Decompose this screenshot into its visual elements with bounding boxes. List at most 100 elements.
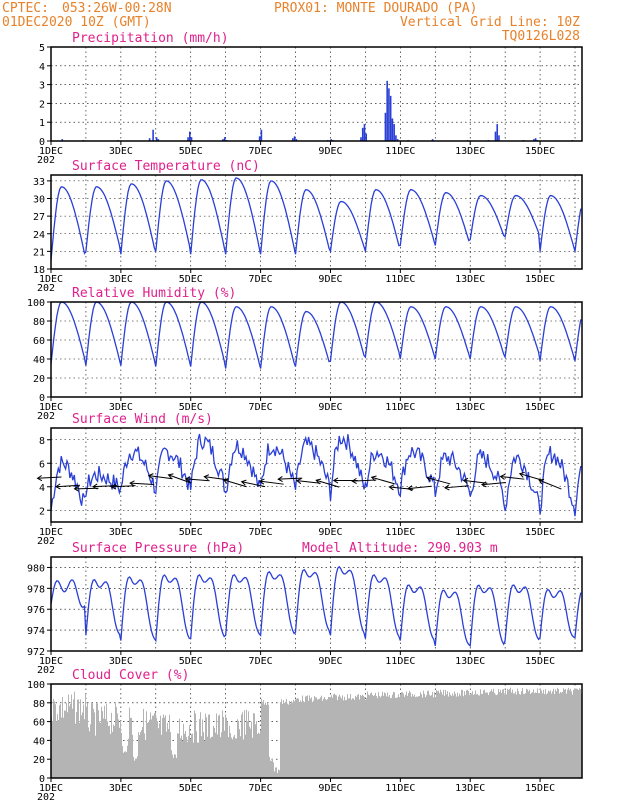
cloud-column (130, 717, 131, 778)
cloud-column (372, 694, 373, 778)
cloud-column (569, 690, 570, 778)
wind-arrow-head (222, 478, 229, 484)
x-tick-label: 3DEC (109, 402, 133, 413)
cloud-column (103, 718, 104, 778)
cloud-column (148, 722, 149, 778)
cloud-column (369, 695, 370, 778)
cloud-column (430, 696, 431, 778)
x-tick-label: 11DEC (385, 527, 415, 538)
cloud-column (200, 712, 201, 778)
y-tick-label: 8 (39, 436, 45, 447)
cloud-column (309, 695, 310, 778)
x-tick-label: 7DEC (249, 146, 273, 157)
y-tick-label: 33 (33, 177, 45, 188)
cloud-column (193, 742, 194, 778)
cloud-column (131, 717, 132, 778)
cloud-column (554, 694, 555, 778)
cloud-column (277, 772, 278, 778)
cloud-column (356, 697, 357, 778)
y-tick-label: 972 (27, 647, 45, 658)
panel-humidity: 0 20 40 60 80 100 1DEC 3DEC 5DEC 7DEC 9DEC 11DEC 13D… (27, 286, 583, 422)
cloud-column (447, 691, 448, 778)
cloud-column (211, 736, 212, 778)
cloud-column (143, 708, 144, 778)
cloud-column (66, 702, 67, 778)
y-tick-label: 0 (39, 393, 45, 404)
cloud-column (555, 689, 556, 778)
cloud-column (418, 696, 419, 778)
precip-bar (496, 124, 499, 141)
cloud-column (110, 734, 111, 778)
cloud-column (354, 699, 355, 778)
cloud-column (574, 688, 575, 778)
header-coordinates: 053:26W-00:28N (62, 1, 172, 16)
cloud-column (306, 696, 307, 778)
cloud-column (561, 692, 562, 778)
cloud-column (69, 706, 70, 778)
cloud-column (338, 696, 339, 778)
cloud-column (67, 712, 68, 778)
cloud-column (576, 688, 577, 778)
cloud-column (409, 690, 410, 778)
cloud-column (75, 723, 76, 778)
cloud-column (427, 691, 428, 778)
cloud-column (387, 692, 388, 778)
cloud-column (307, 695, 308, 778)
cloud-column (126, 752, 127, 778)
precip-bar (360, 137, 362, 141)
x-year-fragment: 202 (37, 536, 55, 547)
cloud-column (117, 713, 118, 778)
cloud-column (351, 699, 352, 778)
wind-arrow-head (332, 477, 339, 484)
cloud-column (151, 719, 152, 778)
cloud-column (56, 721, 57, 778)
cloud-column (317, 699, 318, 778)
cloud-column (407, 695, 408, 778)
cloud-column (223, 717, 224, 778)
cloud-column (435, 696, 436, 778)
header-model: TQ0126L028 (502, 29, 580, 44)
cloud-column (238, 720, 239, 778)
cloud-column (429, 694, 430, 778)
cloud-column (330, 697, 331, 778)
cloud-column (470, 694, 471, 778)
cloud-column (239, 729, 240, 778)
cloud-column (530, 693, 531, 778)
wind-arrow (130, 482, 155, 485)
cloud-column (305, 696, 306, 778)
cloud-column (459, 693, 460, 778)
cloud-column (340, 696, 341, 778)
cloud-column (198, 742, 199, 778)
cloud-column (275, 767, 276, 778)
cloud-column (121, 732, 122, 778)
cloud-column (451, 696, 452, 778)
cloud-column (490, 691, 491, 778)
x-tick-label: 11DEC (385, 656, 415, 667)
y-tick-label: 0 (39, 137, 45, 148)
cloud-column (152, 715, 153, 778)
cloud-column (495, 694, 496, 778)
cloud-column (158, 728, 159, 778)
x-tick-label: 1DEC (39, 783, 63, 794)
cloud-column (217, 734, 218, 778)
y-tick-label: 976 (27, 605, 45, 616)
x-tick-label: 7DEC (249, 783, 273, 794)
x-tick-label: 15DEC (525, 402, 555, 413)
wind-arrow (74, 487, 99, 490)
cloud-column (394, 692, 395, 778)
precip-bar (365, 133, 368, 141)
cloud-column (374, 695, 375, 778)
cloud-column (100, 722, 101, 778)
x-tick-label: 3DEC (109, 274, 133, 285)
cloud-column (95, 735, 96, 778)
wind-arrow-head (277, 475, 283, 482)
cloud-column (195, 713, 196, 778)
wind-arrow-head (73, 485, 80, 492)
cloud-column (240, 736, 241, 778)
cloud-column (565, 689, 566, 778)
cloud-column (209, 714, 210, 778)
x-tick-label: 13DEC (455, 656, 485, 667)
cloud-column (280, 702, 281, 778)
cloud-column (467, 689, 468, 778)
cloud-column (564, 689, 565, 778)
